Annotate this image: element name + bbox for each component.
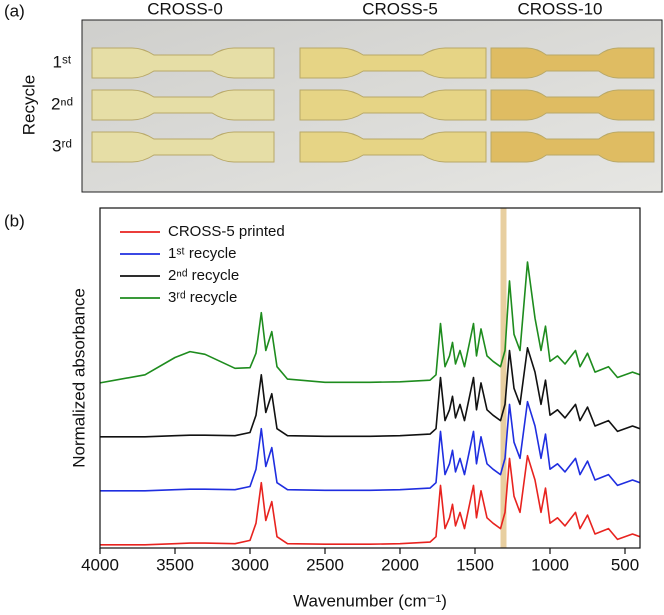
row-label: 2ⁿᵈ [51, 94, 73, 113]
x-tick-label: 2500 [306, 555, 344, 574]
x-tick-label: 1500 [456, 555, 494, 574]
legend-label: 2ⁿᵈ recycle [168, 267, 239, 284]
highlight-band [500, 208, 507, 548]
y-axis-title: Normalized absorbance [69, 288, 88, 468]
legend-label: 3ʳᵈ recycle [168, 289, 237, 306]
specimen [299, 89, 487, 121]
x-tick-label: 2000 [381, 555, 419, 574]
specimen [299, 131, 487, 163]
x-tick-label: 3500 [156, 555, 194, 574]
row-title: Recycle [19, 75, 38, 135]
specimen [91, 89, 275, 121]
column-label: CROSS-5 [362, 0, 438, 18]
specimen [490, 89, 655, 121]
panel-label: (b) [4, 211, 25, 230]
plot: 4000 3500 3000 2500 2000 1500 1000 500 CROSS-5 p… [81, 207, 641, 574]
row-label: 1ˢᵗ [53, 52, 72, 71]
plot-frame [99, 207, 641, 549]
specimens [91, 47, 655, 163]
x-axis-title: Wavenumber (cm⁻¹) [293, 591, 447, 610]
spectrum-line [99, 261, 641, 384]
legend-label: CROSS-5 printed [168, 223, 285, 240]
specimen [299, 47, 487, 79]
spectrum-line [100, 454, 641, 546]
column-label: CROSS-10 [517, 0, 602, 18]
specimen [490, 47, 655, 79]
spectrum-line [100, 347, 641, 438]
legend-label: 1ˢᵗ recycle [168, 245, 236, 262]
x-tick-label: 1000 [531, 555, 569, 574]
column-label: CROSS-0 [147, 0, 223, 18]
specimen [91, 47, 275, 79]
x-tick-label: 500 [611, 555, 639, 574]
x-tick-label: 3000 [231, 555, 269, 574]
spectrum-line [100, 400, 641, 492]
x-tick-label: 4000 [81, 555, 119, 574]
specimen [91, 131, 275, 163]
row-label: 3ʳᵈ [52, 136, 72, 155]
panel-label: (a) [4, 1, 25, 20]
specimen [490, 131, 655, 163]
